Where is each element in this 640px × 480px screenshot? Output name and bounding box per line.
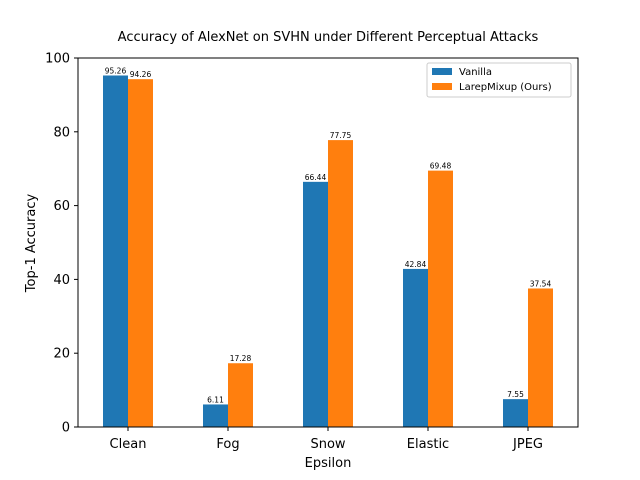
chart-title: Accuracy of AlexNet on SVHN under Differ… [118, 30, 539, 45]
y-tick-label: 40 [53, 273, 70, 288]
data-labels-layer: 95.26 94.26 6.11 17.28 66.44 77.75 42.84 69.48 7… [105, 66, 552, 404]
legend-swatch [432, 83, 452, 90]
y-tick-label: 0 [62, 421, 70, 436]
bar-larepmixup-jpeg [528, 288, 553, 427]
bar-vanilla-fog [203, 404, 228, 427]
y-tick-label: 20 [53, 347, 70, 362]
bar-vanilla-jpeg [503, 399, 528, 427]
data-label: 7.55 [507, 390, 524, 399]
legend-swatch [432, 68, 452, 75]
bar-vanilla-snow [303, 181, 328, 427]
data-label: 69.48 [430, 162, 452, 171]
x-tick-label: Clean [110, 437, 147, 452]
bar-vanilla-elastic [403, 268, 428, 427]
bar-larepmixup-clean [128, 79, 153, 427]
bars-layer [103, 75, 553, 428]
bar-larepmixup-fog [228, 363, 253, 427]
data-label: 42.84 [405, 260, 427, 269]
y-tick-label: 80 [53, 125, 70, 140]
axes-layer: Clean Fog Snow Elastic JPEG 0 20 40 60 80 100 [45, 52, 579, 452]
x-tick-label: Elastic [407, 437, 449, 452]
x-tick-label: Fog [216, 437, 239, 452]
data-label: 6.11 [207, 395, 224, 404]
data-label: 77.75 [330, 131, 352, 140]
legend-box [426, 62, 572, 98]
y-tick-label: 60 [53, 199, 70, 214]
y-tick-label: 100 [45, 52, 70, 67]
plot-frame [77, 57, 579, 428]
data-label: 94.26 [130, 70, 152, 79]
bar-larepmixup-snow [328, 140, 353, 428]
data-label: 37.54 [530, 279, 552, 288]
data-label: 66.44 [305, 173, 327, 182]
legend: Vanilla LarepMixup (Ours) [426, 62, 572, 98]
x-axis-label: Epsilon [305, 456, 352, 471]
legend-label: LarepMixup (Ours) [459, 82, 552, 93]
bar-larepmixup-elastic [428, 170, 453, 427]
x-tick-label: Snow [310, 437, 345, 452]
legend-label: Vanilla [459, 67, 492, 78]
x-tick-label: JPEG [512, 437, 543, 452]
y-axis-label: Top-1 Accuracy [24, 194, 39, 294]
bar-vanilla-clean [103, 75, 128, 427]
data-label: 95.26 [105, 66, 127, 75]
data-label: 17.28 [230, 354, 252, 363]
